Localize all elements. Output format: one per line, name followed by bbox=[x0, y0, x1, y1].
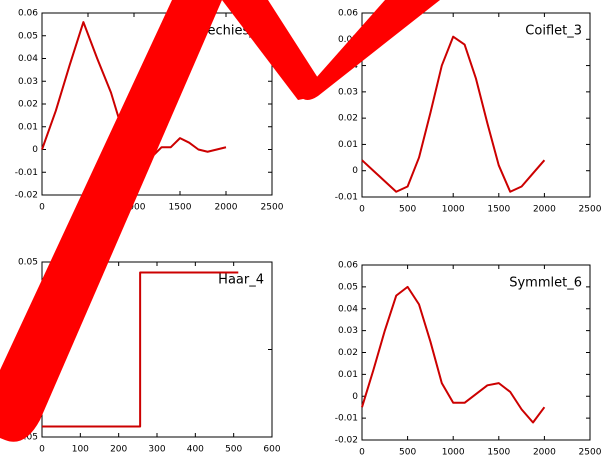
y-tick-label: 0.03 bbox=[18, 77, 38, 87]
x-tick-label: 0 bbox=[39, 445, 45, 455]
x-tick-label: 500 bbox=[225, 445, 242, 455]
x-tick-label: 0 bbox=[359, 205, 365, 215]
x-tick-label: 300 bbox=[148, 445, 165, 455]
y-tick-label: 0 bbox=[32, 145, 38, 155]
y-tick-label: 0.04 bbox=[338, 304, 358, 314]
watermark-stroke bbox=[0, 0, 222, 442]
y-tick-label: 0.01 bbox=[18, 122, 38, 132]
y-tick-label: 0.05 bbox=[338, 35, 358, 45]
y-tick-label: -0.01 bbox=[335, 193, 358, 203]
x-tick-label: 1000 bbox=[123, 203, 146, 213]
y-tick-label: -0.01 bbox=[15, 168, 38, 178]
chart-title: Symmlet_6 bbox=[509, 276, 582, 291]
chart-title: Coiflet_3 bbox=[525, 24, 582, 39]
x-tick-label: 100 bbox=[72, 445, 89, 455]
y-tick-label: 0.05 bbox=[338, 282, 358, 292]
x-tick-label: 1000 bbox=[442, 205, 465, 215]
y-tick-label: 0.03 bbox=[338, 326, 358, 336]
x-tick-label: 1500 bbox=[487, 448, 510, 458]
x-tick-label: 600 bbox=[263, 445, 280, 455]
x-tick-label: 500 bbox=[399, 448, 416, 458]
x-tick-label: 1500 bbox=[169, 203, 192, 213]
watermark bbox=[0, 0, 440, 442]
y-tick-label: 0.04 bbox=[18, 54, 38, 64]
data-line bbox=[361, 35, 546, 193]
y-tick-label: 0.02 bbox=[18, 100, 38, 110]
watermark-stroke bbox=[300, 0, 440, 100]
watermark-stroke bbox=[222, 0, 319, 100]
x-tick-label: 1000 bbox=[442, 448, 465, 458]
x-tick-label: 1500 bbox=[487, 205, 510, 215]
y-tick-label: 0 bbox=[352, 392, 358, 402]
y-tick-label: 0.02 bbox=[338, 348, 358, 358]
plot-frame bbox=[361, 264, 591, 441]
x-tick-label: 2000 bbox=[215, 203, 238, 213]
x-tick-label: 2000 bbox=[533, 448, 556, 458]
charts: -0.02-0.0100.010.020.030.040.050.0605001… bbox=[15, 9, 602, 458]
data-line bbox=[42, 271, 239, 428]
x-tick-label: 2500 bbox=[579, 448, 602, 458]
data-line bbox=[361, 285, 546, 424]
x-tick-label: 2000 bbox=[533, 205, 556, 215]
plot-frame bbox=[361, 12, 591, 198]
x-tick-label: 2500 bbox=[579, 205, 602, 215]
x-tick-label: 0 bbox=[39, 203, 45, 213]
y-tick-label: 0 bbox=[352, 166, 358, 176]
y-tick-label: -0.01 bbox=[335, 414, 358, 424]
y-tick-label: 0.03 bbox=[338, 87, 358, 97]
x-tick-label: 500 bbox=[399, 205, 416, 215]
y-tick-label: 0.06 bbox=[338, 261, 358, 271]
chart-title: Haar_4 bbox=[218, 273, 264, 288]
subplot: -0.02 -0.01 0 0.01 0.02 0.03 0.04 0.05 0.06 0 500 1… bbox=[335, 261, 602, 458]
y-tick-label: 0.06 bbox=[338, 9, 358, 19]
y-tick-label: 0.05 bbox=[18, 31, 38, 41]
y-tick-label: 0.01 bbox=[338, 370, 358, 380]
x-tick-label: 400 bbox=[187, 445, 204, 455]
y-tick-label: -0.02 bbox=[335, 436, 358, 446]
y-tick-label: 0.05 bbox=[18, 258, 38, 268]
x-tick-label: 0 bbox=[359, 448, 365, 458]
x-tick-label: 200 bbox=[110, 445, 127, 455]
x-tick-label: 2500 bbox=[261, 203, 284, 213]
y-tick-label: 0.02 bbox=[338, 114, 358, 124]
y-tick-label: 0.06 bbox=[18, 9, 38, 19]
y-tick-label: 0.01 bbox=[338, 140, 358, 150]
y-tick-label: -0.02 bbox=[15, 191, 38, 201]
y-tick-label: -0.05 bbox=[15, 433, 38, 443]
